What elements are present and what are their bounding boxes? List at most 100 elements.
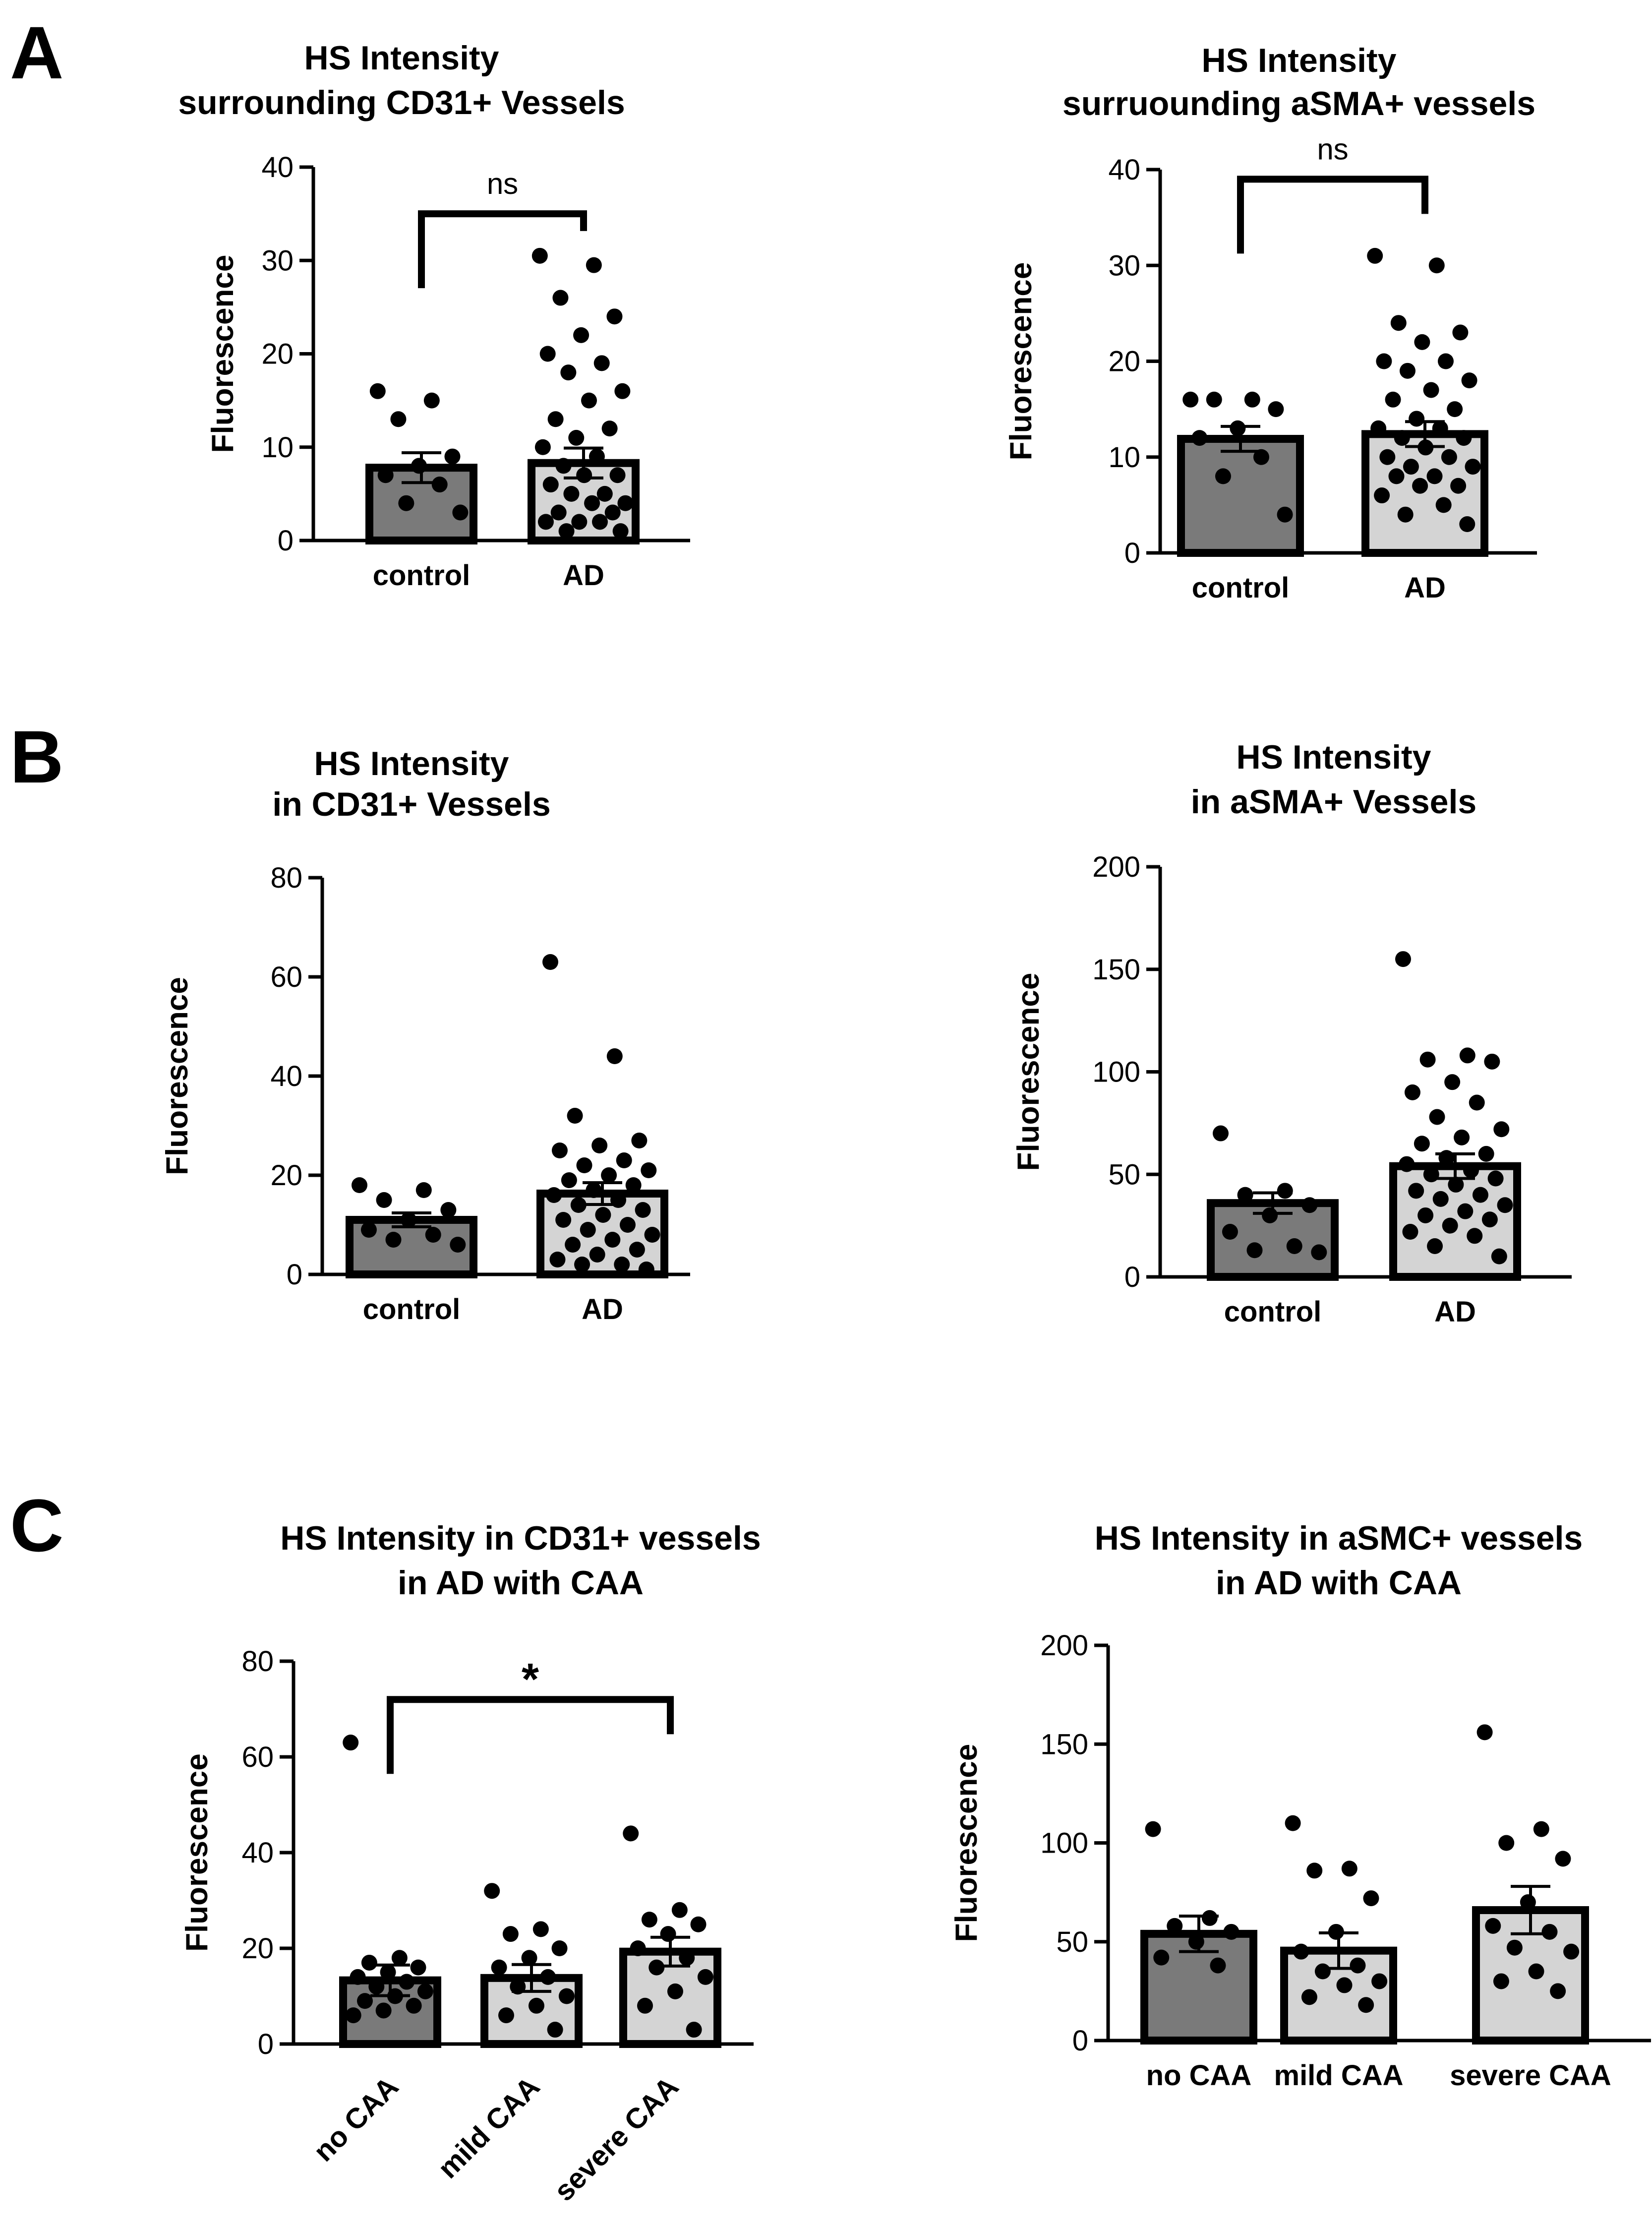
y-axis-label: Fluorescence: [949, 1744, 984, 1942]
data-point: [1428, 257, 1445, 274]
data-point: [1481, 1211, 1498, 1228]
data-point: [1438, 1150, 1455, 1166]
x-tick-label: control: [1224, 1296, 1322, 1328]
x-tick-label: control: [373, 559, 471, 592]
data-point: [1426, 468, 1443, 484]
data-point: [1478, 1145, 1494, 1162]
data-point: [528, 1997, 544, 2014]
data-point: [540, 1969, 556, 1985]
data-point: [635, 1202, 651, 1218]
data-point: [623, 1825, 639, 1842]
data-point: [547, 411, 564, 427]
data-point: [534, 439, 551, 455]
data-point: [401, 1212, 417, 1228]
data-point: [385, 1232, 402, 1248]
data-point: [1563, 1943, 1580, 1960]
data-point: [686, 2022, 702, 2038]
data-point: [1350, 1957, 1366, 1974]
data-point: [1448, 1176, 1464, 1193]
data-point: [638, 1262, 654, 1277]
data-point: [398, 495, 414, 511]
data-point: [542, 477, 559, 493]
data-point: [1363, 1890, 1379, 1907]
data-point: [1230, 420, 1246, 436]
data-point: [1432, 420, 1448, 436]
data-point: [1213, 1125, 1229, 1142]
data-point: [1457, 1203, 1474, 1219]
data-point: [1441, 449, 1457, 465]
chart-title-line: in AD with CAA: [398, 1564, 644, 1602]
data-point: [595, 1207, 611, 1223]
data-point: [1491, 1248, 1507, 1264]
data-point: [1153, 1949, 1170, 1966]
x-tick-label: mild CAA: [432, 2070, 546, 2185]
y-tick-label: 100: [1092, 1056, 1140, 1088]
data-point: [610, 1192, 627, 1208]
x-tick-label: mild CAA: [1274, 2059, 1404, 2092]
chart-title-line: in CD31+ Vessels: [272, 785, 550, 823]
data-point: [1358, 1997, 1374, 2013]
y-tick-label: 0: [1072, 2025, 1088, 2057]
data-point: [1385, 391, 1401, 408]
data-point: [1223, 1924, 1239, 1940]
data-point: [1533, 1821, 1549, 1837]
data-point: [1417, 1207, 1434, 1223]
data-point: [606, 1048, 623, 1064]
data-point: [551, 1143, 568, 1158]
data-point: [1188, 1933, 1204, 1950]
data-point: [576, 1157, 592, 1173]
data-point: [1452, 324, 1469, 341]
data-point: [1145, 1821, 1161, 1837]
data-point: [1485, 1918, 1501, 1934]
data-point: [1476, 1724, 1493, 1741]
y-tick-label: 100: [1040, 1827, 1088, 1860]
data-point: [591, 1138, 608, 1153]
data-point: [584, 495, 600, 511]
data-point: [431, 477, 448, 493]
data-point: [356, 1993, 373, 2009]
y-axis-label: Fluorescence: [160, 977, 194, 1175]
data-point: [601, 1167, 617, 1183]
y-tick-label: 30: [1108, 249, 1140, 282]
data-point: [1237, 1187, 1253, 1203]
chart-a1: HS Intensity surrounding CD31+ Vessels Flu…: [178, 39, 690, 592]
data-point: [1412, 478, 1428, 494]
data-point: [1493, 1973, 1509, 1989]
x-tick-label: control: [1192, 572, 1290, 604]
data-point: [390, 411, 407, 427]
y-tick-label: 40: [241, 1837, 274, 1869]
data-point: [1456, 430, 1472, 446]
data-point: [1493, 1121, 1510, 1138]
data-point: [1376, 353, 1392, 369]
data-point: [1244, 391, 1260, 408]
data-point: [606, 308, 623, 325]
data-point: [399, 1974, 415, 1990]
data-point: [1459, 516, 1475, 533]
chart-title-line: surrounding CD31+ Vessels: [178, 84, 625, 121]
data-point: [1498, 1835, 1515, 1851]
data-point: [630, 1940, 646, 1956]
y-tick-label: 20: [270, 1159, 302, 1192]
data-point: [510, 1979, 526, 1995]
data-point: [1487, 1170, 1504, 1187]
data-point: [1450, 478, 1467, 494]
data-point: [542, 954, 558, 970]
data-point: [1388, 468, 1405, 484]
data-point: [450, 1237, 466, 1253]
significance-label: ns: [487, 167, 518, 200]
data-point: [1341, 1861, 1357, 1877]
y-tick-label: 80: [241, 1645, 274, 1678]
data-point: [614, 1257, 630, 1272]
data-point: [580, 1222, 596, 1238]
y-tick-label: 20: [261, 338, 294, 370]
data-point: [1167, 1918, 1183, 1934]
data-point: [1293, 1943, 1309, 1960]
data-point: [498, 2007, 514, 2024]
data-point: [521, 1950, 537, 1966]
chart-title-line: HS Intensity in CD31+ vessels: [280, 1519, 761, 1557]
data-point: [641, 1162, 657, 1178]
data-point: [1399, 362, 1416, 379]
data-point: [1404, 1084, 1420, 1100]
y-tick-label: 80: [270, 862, 302, 894]
data-point: [614, 383, 631, 399]
